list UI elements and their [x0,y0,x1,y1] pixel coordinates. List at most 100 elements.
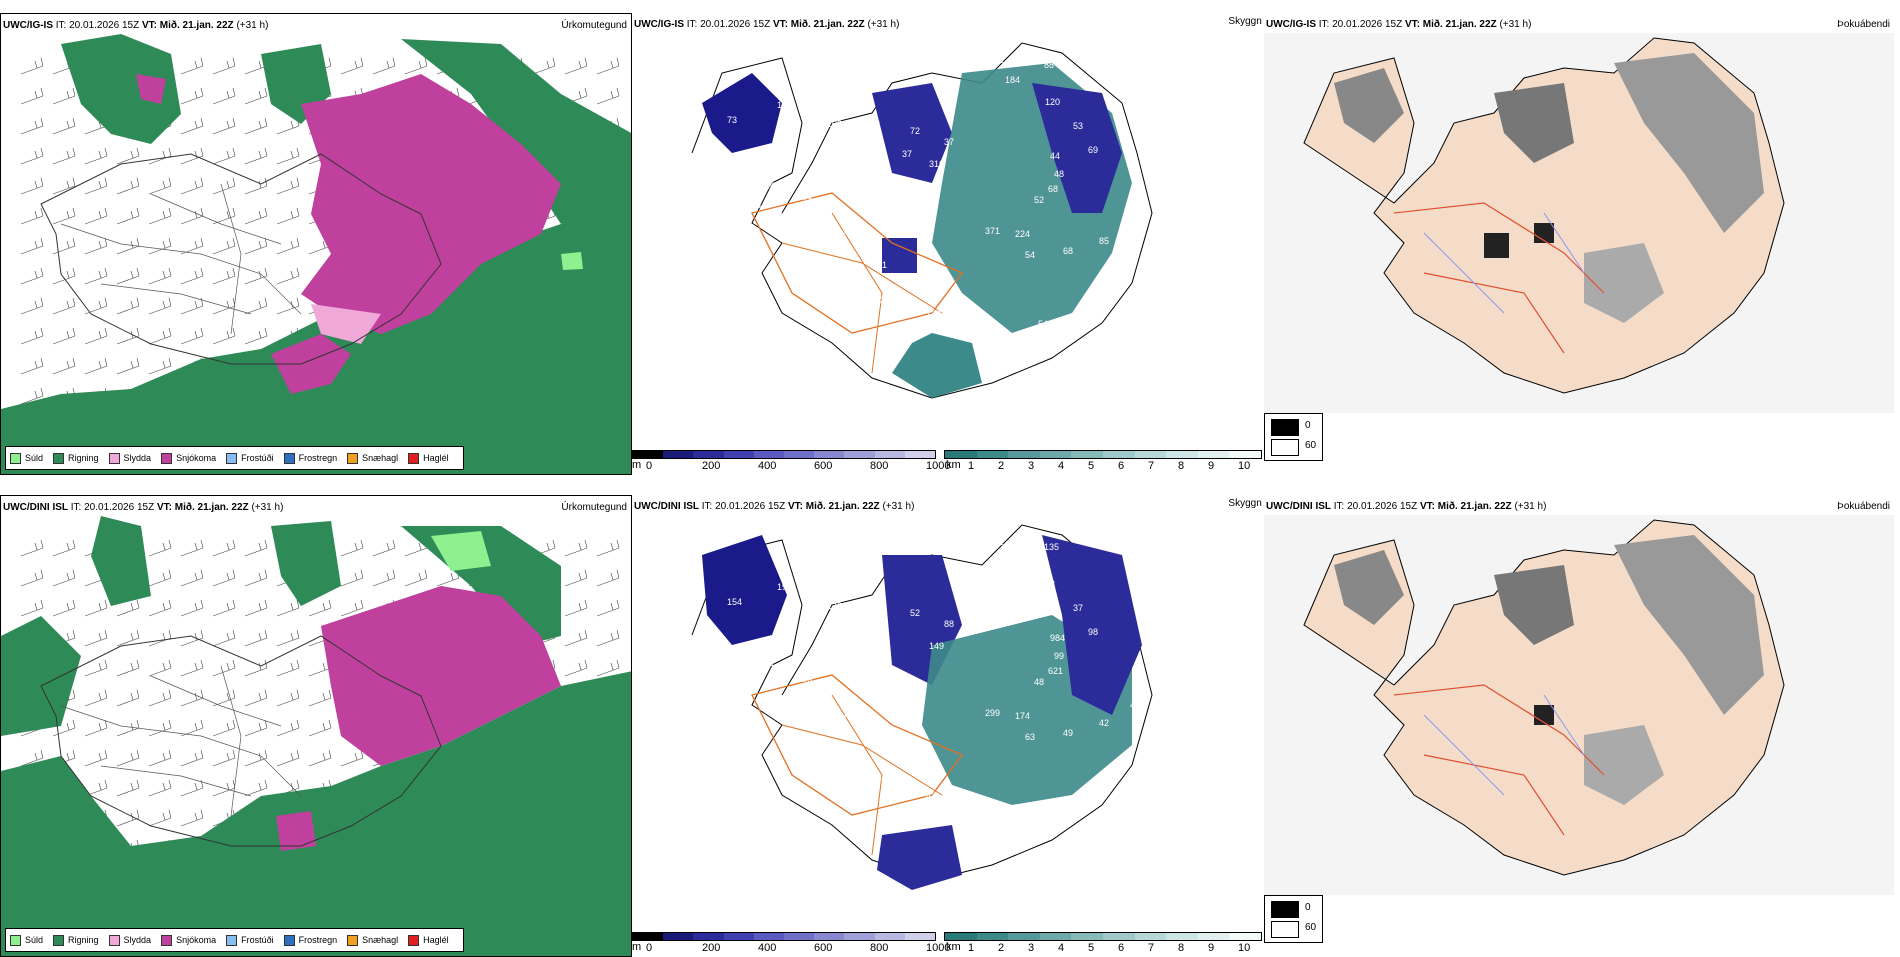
wind-barb [212,629,236,647]
visibility-value-label: 37 [1073,603,1083,613]
visibility-value-label: 146 [746,200,761,210]
wind-barb [244,87,268,105]
wind-barb [84,177,108,195]
visibility-value-label: 30 [829,576,839,586]
lead-time: (+31 h) [867,19,900,30]
valid-time: Mið. 21.jan. 22Z [174,502,249,513]
visibility-value-label: 204 [797,192,812,202]
wind-barb [532,57,556,75]
m-unit: m [632,941,642,953]
white-swatch [1271,439,1299,456]
km-tick-label: 10 [1238,460,1251,472]
black-label: 0 [1305,902,1311,913]
lead-time: (+31 h) [251,502,284,513]
wind-barb [148,689,172,707]
precip-legend: Súld Rigning Slydda Snjókoma Frostúði Fr… [5,446,464,470]
wind-barb [148,719,172,737]
white-label: 60 [1305,922,1317,933]
visibility-value-label: 66 [856,725,866,735]
wind-barb [116,779,140,797]
wind-barb [180,629,204,647]
km-tick-label: 3 [1028,942,1035,954]
wind-barb [20,387,44,405]
m-tick-label: 800 [870,942,889,954]
visibility-value-label: 47 [844,227,854,237]
visibility-value-label: 44 [1050,151,1060,161]
visibility-value-label: 142 [1152,210,1167,220]
legend-item: Súld [10,452,43,464]
visibility-value-label: 54 [1025,250,1035,260]
black-label: 0 [1305,420,1311,431]
wind-barb [596,87,620,105]
visibility-value-label: 53 [885,227,895,237]
visibility-value-label: 46 [870,602,880,612]
visibility-value-label: 85 [1099,236,1109,246]
wind-barb [244,297,268,315]
wind-barb [180,659,204,677]
wind-barb [244,779,268,797]
wind-barb [20,117,44,135]
wind-barb [52,357,76,375]
legend-item: Snæhagl [347,934,398,946]
wind-barb [148,237,172,255]
wind-barb [180,147,204,165]
visibility-value-label: 244 [741,251,756,261]
lead-time: (+31 h) [236,20,269,31]
wind-barb [276,719,300,737]
km-tick-label: 1 [968,942,975,954]
wind-barb [340,599,364,617]
wind-barb [244,689,268,707]
legend-swatch [283,934,295,946]
visibility-value-label: 211 [744,315,758,325]
visibility-value-label: 45 [1130,700,1140,710]
visibility-value-label: 202 [827,119,842,129]
wind-barb [244,719,268,737]
visibility-value-label: 48 [1034,677,1044,687]
wind-barb [148,659,172,677]
wind-barb [20,237,44,255]
visibility-value-label: 50 [908,275,918,285]
wind-barb [180,87,204,105]
visibility-value-label: 60 [737,224,747,234]
wind-barb [116,147,140,165]
wind-barb [20,539,44,557]
fog-legend-row2: 0 60 [1264,895,1323,943]
visibility-value-label: 34 [746,682,756,692]
valid-time: Mið. 21.jan. 22Z [1422,19,1497,30]
legend-item: Snjókoma [161,452,216,464]
km-tick-label: 7 [1148,460,1155,472]
visibility-map: 48 32 88 63 71 98 77 30 82 47 135 207 84 621 66 52 49 34 3… [691,524,1167,890]
wind-barb [244,569,268,587]
wind-barb [180,809,204,827]
wind-barb [148,147,172,165]
panel-title: Þokuábendi [1837,19,1890,30]
visibility-value-label: 125 [777,100,792,110]
wind-barb [276,267,300,285]
wind-barb [404,569,428,587]
wind-barb [148,327,172,345]
visibility-value-label: 60 [765,181,775,191]
fog-index-panel-row2: UWC/DINI ISL IT: 20.01.2026 15Z VT: Mið.… [1264,495,1894,957]
visibility-value-label: 184 [1005,75,1020,85]
visibility-value-label: 206 [797,674,812,684]
visibility-value-label: 38 [702,620,712,630]
visibility-value-label: 192 [777,582,792,592]
visibility-value-label: 31 [877,260,887,270]
wind-barb [20,357,44,375]
km-tick-label: 4 [1058,460,1065,472]
wind-barb [52,569,76,587]
visibility-value-label: 422 [702,138,717,148]
km-colorbar [944,450,1262,459]
visibility-value-label: 621 [1048,666,1063,676]
legend-item: Súld [10,934,43,946]
wind-barb [212,327,236,345]
wind-barb [148,809,172,827]
wind-barb [212,87,236,105]
lead-time: (+31 h) [1514,501,1547,512]
model-name: UWC/DINI ISL [634,501,699,512]
visibility-value-label: 68 [1063,246,1073,256]
legend-swatch [347,934,359,946]
km-tick-label: 4 [1058,942,1065,954]
wind-barb [596,629,620,647]
m-tick-label: 800 [870,460,889,472]
